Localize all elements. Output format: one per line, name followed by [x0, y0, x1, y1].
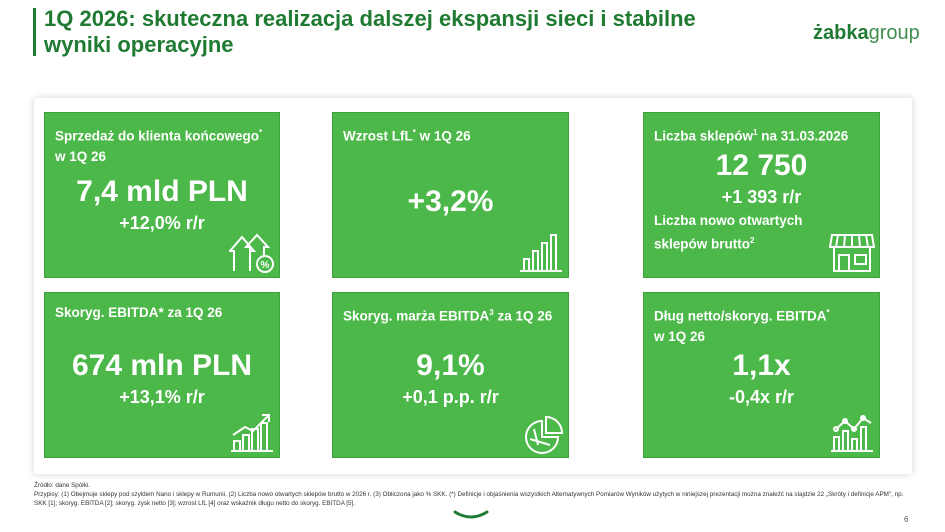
kpi-change: -0,4x r/r [728, 387, 795, 407]
kpi-card-margin: Skoryg. marża EBITDA3 za 1Q 26 9,1% +0,1… [332, 292, 569, 458]
pie-chart-icon [525, 415, 564, 454]
kpi-value: 674 mln PLN [71, 349, 253, 382]
slide-title: 1Q 2026: skuteczna realizacja dalszej ek… [44, 6, 696, 57]
kpi-card-ebitda: Skoryg. EBITDA* za 1Q 26 674 mln PLN +13… [44, 292, 280, 458]
kpi-label: Sprzedaż do klienta końcowego* w 1Q 26 [55, 128, 263, 164]
svg-text:%: % [261, 260, 270, 271]
page-number: 6 [904, 515, 909, 524]
kpi-card-debt: Dług netto/skoryg. EBITDA* w 1Q 26 1,1x -… [643, 292, 880, 458]
kpi-label: Dług netto/skoryg. EBITDA* w 1Q 26 [654, 308, 830, 344]
footnotes: Przypisy: (1) Obejmuje sklepy pod szylde… [34, 491, 904, 507]
kpi-card-lfl: Wzrost LfL* w 1Q 26 +3,2% [332, 112, 569, 278]
brand-smile-icon [453, 510, 489, 519]
kpi-extra-label: Liczba nowo otwartych sklepów brutto2 [654, 213, 803, 252]
kpi-panel: Sprzedaż do klienta końcowego* w 1Q 26 7,… [34, 98, 912, 474]
growth-percent-icon: % [229, 233, 274, 273]
store-icon [829, 234, 875, 272]
kpi-label: Skoryg. EBITDA* za 1Q 26 [55, 305, 223, 320]
rising-chart-icon [231, 414, 273, 452]
kpi-value: 7,4 mld PLN [76, 175, 248, 208]
kpi-value: 1,1x [732, 349, 791, 382]
kpi-change: +12,0% r/r [119, 213, 205, 233]
kpi-value: +3,2% [407, 185, 494, 218]
kpi-change: +0,1 p.p. r/r [402, 387, 499, 407]
kpi-value: 9,1% [416, 349, 485, 382]
bar-chart-icon [520, 234, 562, 272]
source-note: Źródło: dane Spółki. [34, 482, 91, 489]
zabka-group-logo: żabkagroup [813, 22, 920, 44]
kpi-card-stores: Liczba sklepów1 na 31.03.2026 12 750 +1 … [643, 112, 880, 278]
kpi-label: Skoryg. marża EBITDA3 za 1Q 26 [343, 308, 553, 324]
kpi-label: Liczba sklepów1 na 31.03.2026 [654, 128, 849, 144]
kpi-value: 12 750 [715, 149, 808, 182]
kpi-change: +1 393 r/r [721, 187, 802, 207]
kpi-label: Wzrost LfL* w 1Q 26 [343, 128, 471, 144]
title-accent-bar [33, 8, 36, 56]
kpi-card-sales: Sprzedaż do klienta końcowego* w 1Q 26 7,… [44, 112, 280, 278]
analytics-icon [831, 415, 873, 452]
kpi-change: +13,1% r/r [119, 387, 205, 407]
